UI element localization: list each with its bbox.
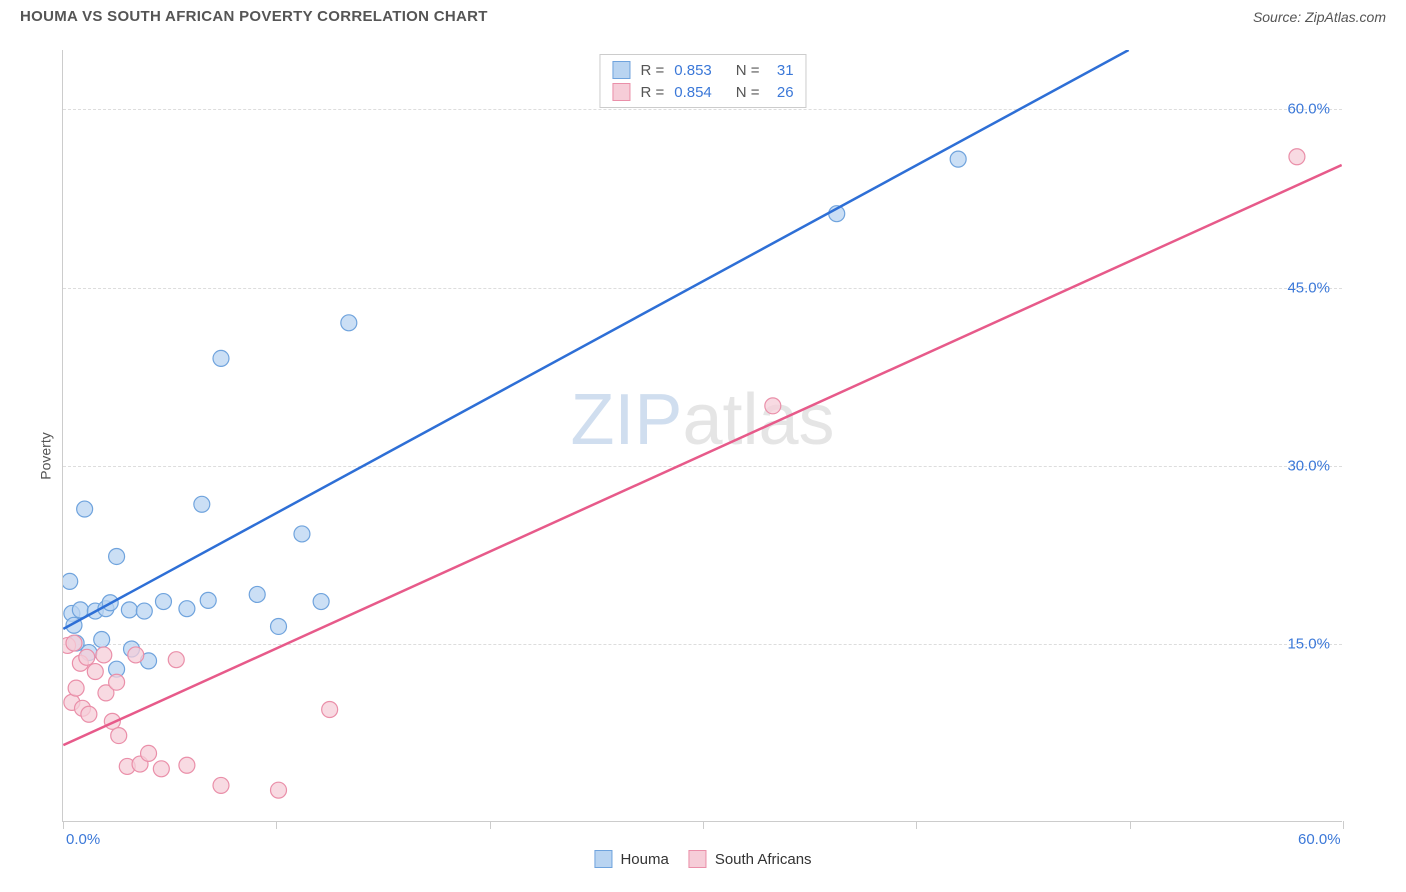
data-point [111,728,127,744]
legend-swatch [612,83,630,101]
data-point [179,757,195,773]
data-point [313,594,329,610]
legend-n-label: N = [736,84,760,101]
data-point [271,782,287,798]
data-point [1289,149,1305,165]
data-point [765,398,781,414]
source-label: Source: ZipAtlas.com [1253,9,1386,25]
x-tick [276,821,277,829]
series-legend-item: South Africans [689,850,812,868]
x-tick [63,821,64,829]
data-point [121,602,137,618]
data-point [81,706,97,722]
legend-r-value: 0.854 [674,84,712,101]
data-point [63,573,78,589]
legend-r-value: 0.853 [674,62,712,79]
data-point [271,618,287,634]
legend-row: R = 0.854 N = 26 [612,81,793,103]
legend-n-label: N = [736,62,760,79]
x-tick [490,821,491,829]
legend-n-value: 31 [770,62,794,79]
data-point [341,315,357,331]
data-point [109,548,125,564]
data-point [66,635,82,651]
x-tick-label: 0.0% [66,831,100,848]
x-tick [1130,821,1131,829]
data-point [179,601,195,617]
chart-header: HOUMA VS SOUTH AFRICAN POVERTY CORRELATI… [0,0,1406,33]
legend-swatch [689,850,707,868]
data-point [77,501,93,517]
series-legend-item: Houma [594,850,668,868]
correlation-legend: R = 0.853 N = 31 R = 0.854 N = 26 [599,54,806,108]
data-point [194,496,210,512]
data-point [94,632,110,648]
y-axis-label: Poverty [38,432,54,479]
data-point [79,649,95,665]
series-legend-label: Houma [620,851,668,868]
plot-area: ZIPatlas 15.0%30.0%45.0%60.0% [62,50,1342,822]
data-point [950,151,966,167]
x-tick [703,821,704,829]
data-point [87,664,103,680]
data-point [322,702,338,718]
chart-title: HOUMA VS SOUTH AFRICAN POVERTY CORRELATI… [20,8,488,25]
chart-container: Poverty ZIPatlas 15.0%30.0%45.0%60.0% R … [20,40,1386,872]
legend-swatch [594,850,612,868]
legend-n-value: 26 [770,84,794,101]
series-legend: Houma South Africans [594,850,811,868]
legend-r-label: R = [640,62,664,79]
scatter-plot-svg [63,50,1342,821]
x-tick [916,821,917,829]
data-point [68,680,84,696]
data-point [136,603,152,619]
data-point [213,350,229,366]
legend-row: R = 0.853 N = 31 [612,59,793,81]
legend-swatch [612,61,630,79]
data-point [294,526,310,542]
data-point [200,592,216,608]
data-point [168,652,184,668]
data-point [128,647,144,663]
trend-line [63,50,1128,629]
data-point [109,674,125,690]
data-point [141,745,157,761]
trend-line [63,165,1341,745]
data-point [153,761,169,777]
series-legend-label: South Africans [715,851,812,868]
x-tick [1343,821,1344,829]
x-tick-label: 60.0% [1298,831,1341,848]
legend-r-label: R = [640,84,664,101]
data-point [249,586,265,602]
data-point [155,594,171,610]
data-point [96,647,112,663]
data-point [213,777,229,793]
